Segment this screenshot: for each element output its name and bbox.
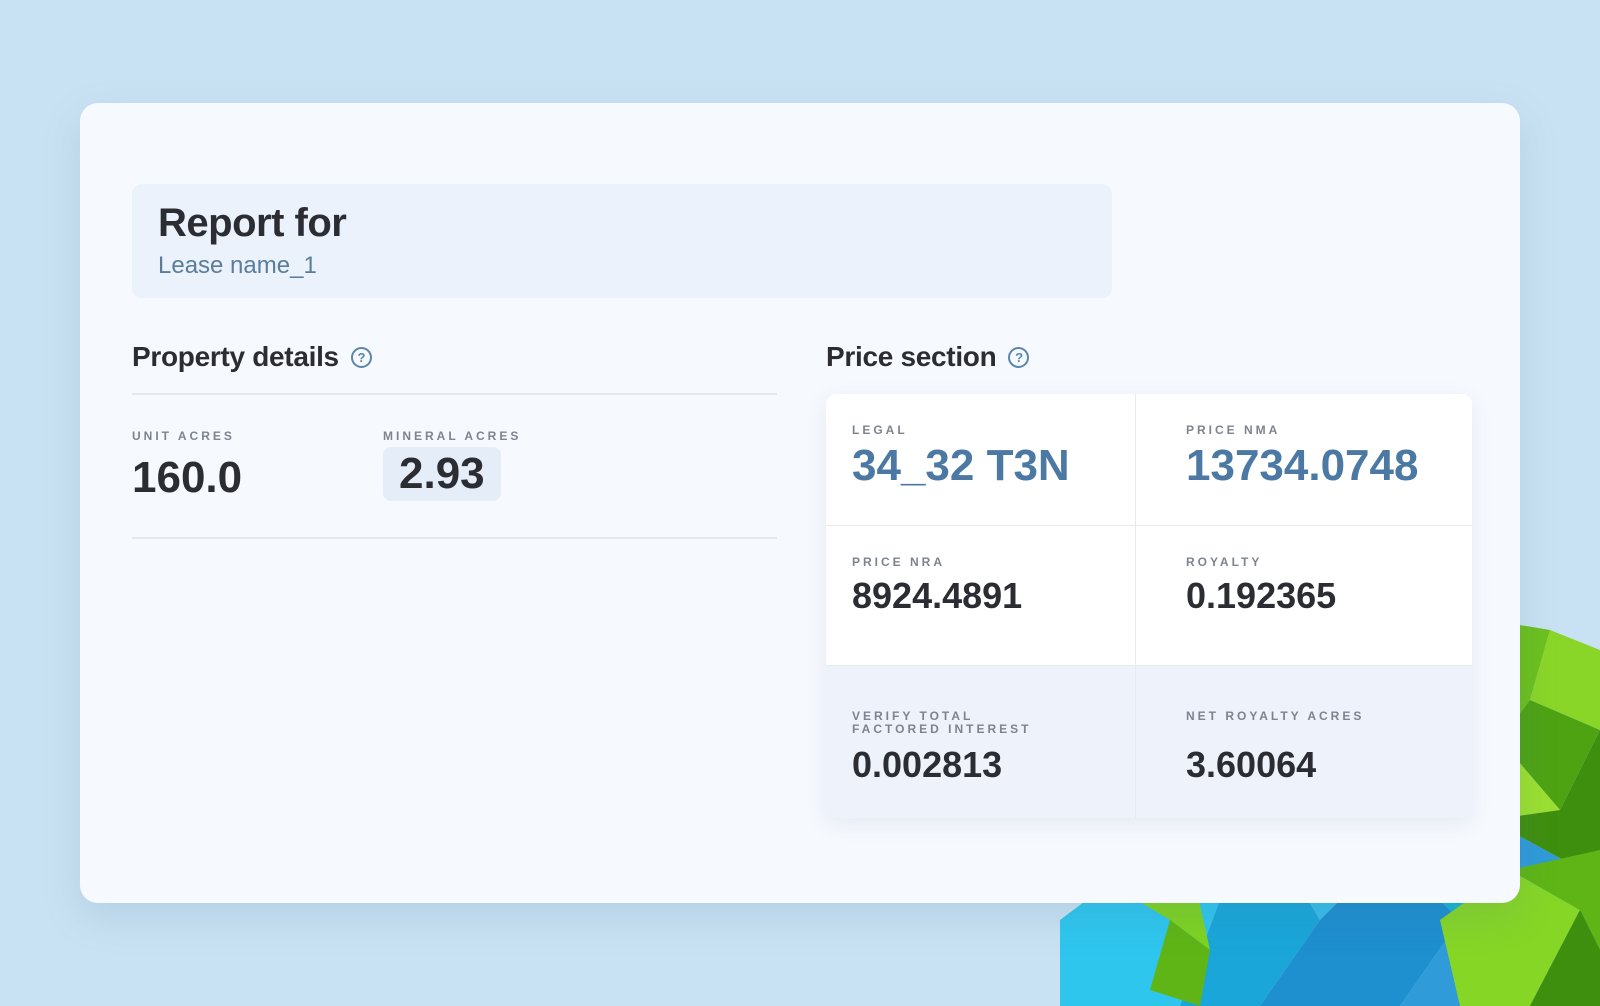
- legal-label: LEGAL: [852, 423, 908, 437]
- legal-value: 34_32 T3N: [852, 441, 1070, 490]
- report-title: Report for: [158, 201, 347, 245]
- net-royalty-acres-value: 3.60064: [1186, 744, 1317, 785]
- legal-cell: LEGAL 34_32 T3N: [826, 394, 1136, 526]
- report-header: Report for Lease name_1: [132, 184, 1112, 298]
- price-section-heading: Price section ?: [826, 341, 1030, 373]
- question-circle-icon[interactable]: ?: [350, 346, 372, 368]
- unit-acres-label: UNIT ACRES: [132, 429, 235, 443]
- mineral-acres-stat: MINERAL ACRES 2.93: [383, 429, 521, 501]
- property-details-panel: UNIT ACRES 160.0 MINERAL ACRES 2.93: [132, 393, 777, 539]
- royalty-value: 0.192365: [1186, 575, 1337, 616]
- property-details-heading: Property details ?: [132, 341, 372, 373]
- net-royalty-acres-cell: NET ROYALTY ACRES 3.60064: [1136, 666, 1472, 818]
- lease-name: Lease name_1: [158, 252, 317, 279]
- report-card: Report for Lease name_1 Property details…: [80, 103, 1520, 903]
- royalty-cell: ROYALTY 0.192365: [1136, 526, 1472, 666]
- price-nma-value: 13734.0748: [1186, 441, 1419, 490]
- verify-total-label-line1: VERIFY TOTAL: [852, 709, 974, 723]
- price-nma-cell: PRICE NMA 13734.0748: [1136, 394, 1472, 526]
- price-nra-cell: PRICE NRA 8924.4891: [826, 526, 1136, 666]
- mineral-acres-label: MINERAL ACRES: [383, 429, 522, 443]
- price-grid: LEGAL 34_32 T3N PRICE NMA 13734.0748 PRI…: [826, 394, 1472, 818]
- verify-total-value: 0.002813: [852, 744, 1003, 785]
- price-nra-label: PRICE NRA: [852, 555, 946, 569]
- unit-acres-value: 160.0: [132, 453, 243, 502]
- price-section-title: Price section: [826, 341, 997, 372]
- net-royalty-acres-label: NET ROYALTY ACRES: [1186, 709, 1365, 723]
- property-details-title: Property details: [132, 341, 339, 372]
- price-nra-value: 8924.4891: [852, 575, 1023, 616]
- royalty-label: ROYALTY: [1186, 555, 1263, 569]
- verify-total-label-line2: FACTORED INTEREST: [852, 722, 1032, 736]
- price-nma-label: PRICE NMA: [1186, 423, 1281, 437]
- unit-acres-stat: UNIT ACRES 160.0: [132, 429, 242, 503]
- mineral-acres-value: 2.93: [383, 447, 501, 501]
- question-circle-icon[interactable]: ?: [1008, 346, 1030, 368]
- verify-total-cell: VERIFY TOTAL FACTORED INTEREST 0.002813: [826, 666, 1136, 818]
